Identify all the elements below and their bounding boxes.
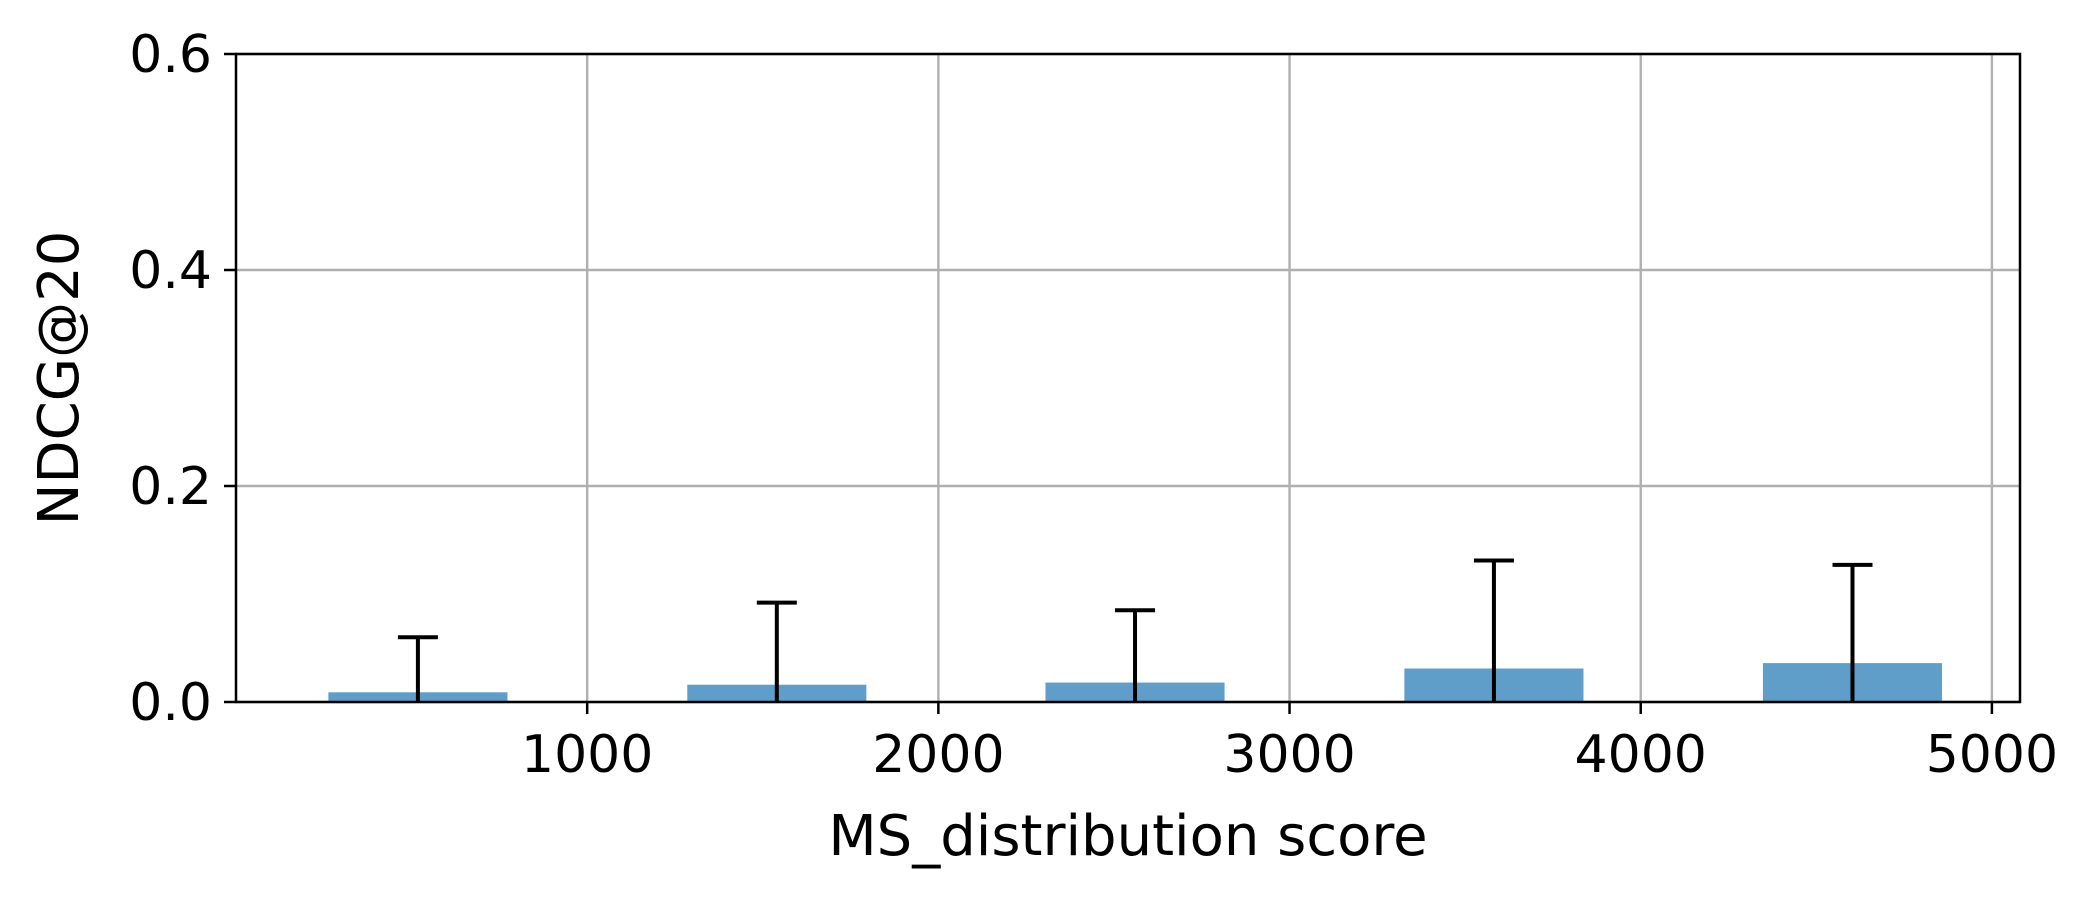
x-tick-label: 3000: [1223, 725, 1355, 785]
x-tick-label: 5000: [1926, 725, 2058, 785]
x-tick-label: 1000: [521, 725, 653, 785]
y-axis-title: NDCG@20: [27, 231, 92, 526]
y-tick-label: 0.4: [129, 241, 212, 301]
y-tick-label: 0.6: [129, 25, 212, 85]
x-tick-label: 4000: [1575, 725, 1707, 785]
y-axis: 0.0 0.2 0.4 0.6: [129, 25, 236, 733]
x-axis: 1000 2000 3000 4000 5000: [521, 702, 2058, 785]
x-axis-title: MS_distribution score: [828, 804, 1427, 869]
gridlines: [236, 52, 2020, 704]
plot-frame: [234, 52, 2022, 704]
y-tick-label: 0.0: [129, 673, 212, 733]
y-tick-label: 0.2: [129, 457, 212, 517]
error-bars: [397, 558, 1873, 702]
x-tick-label: 2000: [872, 725, 1004, 785]
